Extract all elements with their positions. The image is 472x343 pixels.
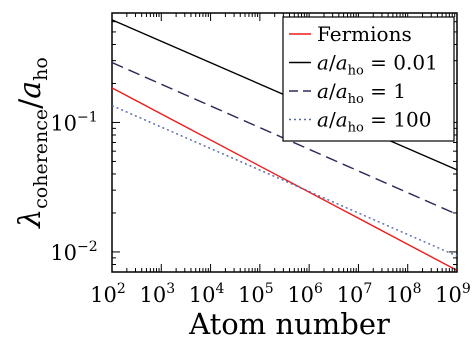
y-axis-label-sub: coherence [30, 109, 52, 209]
x-tick-label: 108 [386, 281, 422, 307]
x-tick-label: 109 [435, 281, 471, 307]
legend-label-3: a/aho = 1 [317, 79, 406, 107]
legend-label-2: a/aho = 0.01 [317, 51, 438, 79]
tick-labels: 102 103 104 105 106 107 108 109 10−2 10−1 [50, 109, 471, 307]
x-tick-label: 105 [238, 281, 274, 307]
x-tick-label: 106 [287, 281, 323, 307]
x-tick-label: 103 [139, 281, 175, 307]
y-axis-label: λcoherence/aho [13, 57, 52, 229]
y-axis-label-lambda: λ [13, 209, 48, 229]
x-tick-label: 102 [90, 281, 126, 307]
legend-label-4: a/aho = 100 [317, 108, 431, 136]
y-axis-label-denom-sub: ho [30, 57, 52, 81]
y-axis-label-denom: a [13, 81, 48, 99]
legend-label-1: Fermions [317, 22, 412, 46]
y-axis-label-slash: / [13, 98, 48, 109]
series-line-1 [111, 87, 458, 272]
x-tick-label: 107 [337, 281, 373, 307]
legend-items: Fermions a/aho = 0.01a/aho = 1a/aho = 100 [289, 22, 438, 136]
axis-ticks [111, 13, 458, 273]
legend: Fermions a/aho = 0.01a/aho = 1a/aho = 100 [282, 16, 455, 142]
y-tick-label: 10−2 [50, 239, 97, 265]
legend-box [282, 16, 455, 142]
x-axis-label: Atom number [188, 307, 390, 341]
x-tick-label: 104 [189, 281, 225, 307]
y-tick-label: 10−1 [50, 109, 97, 135]
